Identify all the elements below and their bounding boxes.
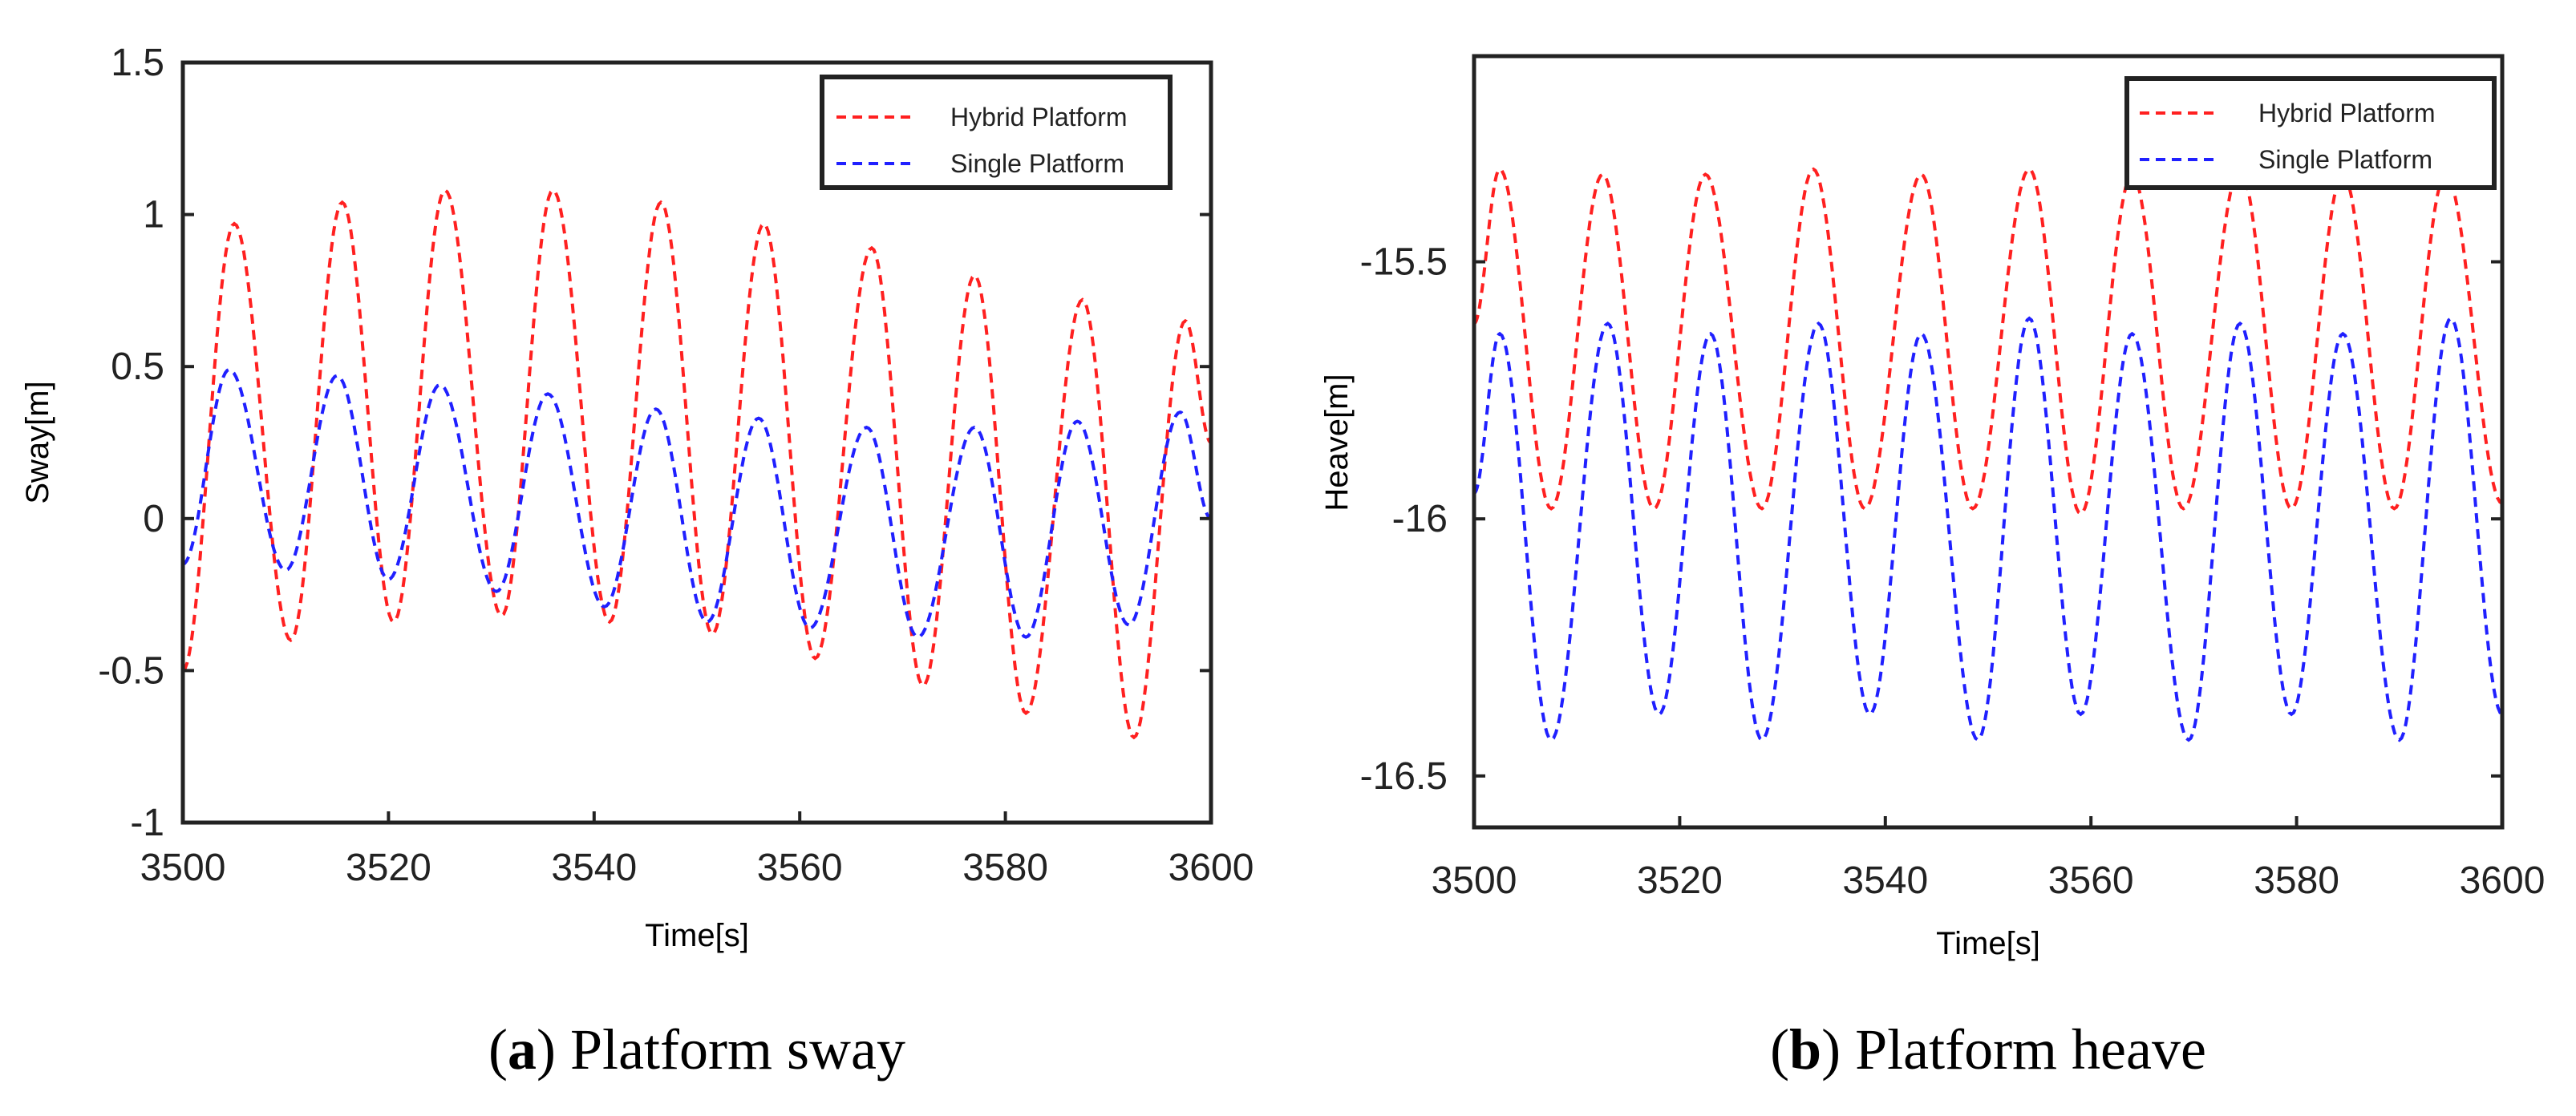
x-tick-label: 3540 xyxy=(551,847,637,889)
legend-label-hybrid: Hybrid Platform xyxy=(950,103,1128,131)
x-tick-label: 3520 xyxy=(346,847,431,889)
y-tick-label: 1 xyxy=(143,194,164,237)
y-tick-label: -1 xyxy=(130,802,164,844)
y-axis-label: Sway[m] xyxy=(20,381,55,503)
x-tick-label: 3560 xyxy=(2048,859,2134,902)
caption-a-text: Platform sway xyxy=(570,1017,905,1082)
x-tick-label: 3560 xyxy=(757,847,843,889)
legend-box xyxy=(820,75,1173,190)
x-tick-label: 3600 xyxy=(1169,847,1254,889)
y-tick-label: -0.5 xyxy=(98,649,164,692)
series-line-single-platform xyxy=(1472,316,2504,742)
y-tick-label: -15.5 xyxy=(1360,241,1448,284)
legend: Hybrid Platform Single Platform xyxy=(820,75,1173,190)
caption-b-letter: b xyxy=(1789,1017,1821,1082)
x-tick-label: 3580 xyxy=(962,847,1048,889)
legend-label-single: Single Platform xyxy=(2258,145,2432,174)
plot-frame xyxy=(1472,54,2505,830)
caption-a-letter: a xyxy=(508,1017,537,1082)
x-tick-label: 3520 xyxy=(1637,859,1723,902)
y-tick-label: -16 xyxy=(1392,498,1448,540)
x-tick-label: 3540 xyxy=(1842,859,1928,902)
chart-sway: 3500 3520 3540 3560 3580 3600 -1-0.500.511.5 … xyxy=(20,42,1254,1082)
caption-a: (a) Platform sway xyxy=(488,1017,905,1082)
legend-label-single: Single Platform xyxy=(950,149,1124,178)
plot-frame xyxy=(180,60,1213,825)
caption-b-text: Platform heave xyxy=(1855,1017,2206,1082)
series-line-hybrid-platform xyxy=(1472,167,2504,516)
y-axis-label: Heave[m] xyxy=(1319,374,1355,511)
series-line-single-platform xyxy=(182,367,1212,639)
x-tick-label: 3500 xyxy=(140,847,226,889)
x-axis-label: Time[s] xyxy=(1936,926,2040,961)
legend-label-hybrid: Hybrid Platform xyxy=(2258,99,2436,127)
y-tick-label: 1.5 xyxy=(111,42,164,84)
legend-box xyxy=(2124,76,2497,190)
series-line-hybrid-platform xyxy=(181,188,1212,740)
chart-heave: 3500 3520 3540 3560 3580 3600 -16.5 -16 -15.5 T… xyxy=(1319,54,2546,1082)
y-tick-label: 0 xyxy=(143,498,164,540)
legend: Hybrid Platform Single Platform xyxy=(2124,76,2497,190)
x-axis-label: Time[s] xyxy=(645,918,749,953)
y-tick-label: 0.5 xyxy=(111,346,164,388)
caption-b: (b) Platform heave xyxy=(1770,1017,2206,1082)
x-tick-label: 3500 xyxy=(1432,859,1517,902)
x-tick-label: 3580 xyxy=(2254,859,2339,902)
x-tick-label: 3600 xyxy=(2460,859,2546,902)
y-tick-label: -16.5 xyxy=(1360,755,1448,798)
